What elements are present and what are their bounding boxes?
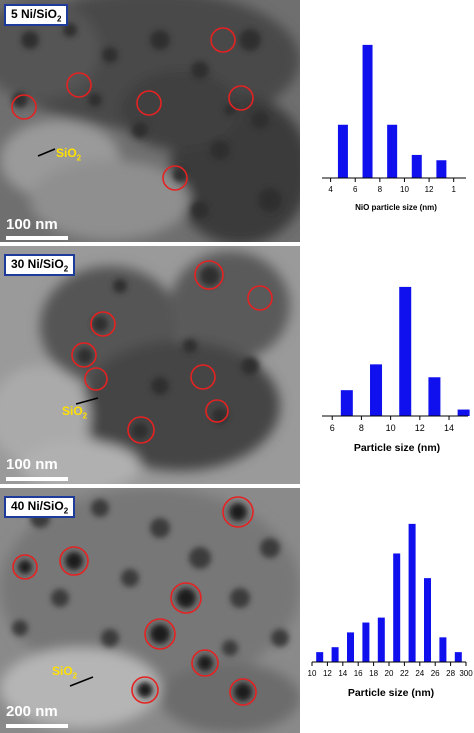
histogram-bar xyxy=(439,637,447,662)
tem-panel-30ni: 30 Ni/SiO2 SiO2 100 nm xyxy=(0,246,300,484)
histogram-bar xyxy=(436,160,447,178)
histogram-bar xyxy=(370,364,383,416)
x-tick-label: 6 xyxy=(353,185,358,194)
histogram-bar xyxy=(337,124,348,178)
histogram-bar xyxy=(408,523,416,662)
histogram-bar xyxy=(340,390,353,416)
tem-panel-5ni: 5 Ni/SiO2 SiO2 100 nm xyxy=(0,0,300,242)
scale-bar xyxy=(6,236,68,240)
arrow-icon xyxy=(69,676,94,687)
histogram-bar xyxy=(331,647,339,662)
histogram-40ni-svg: 10 12 14 16 18 20 22 24 26 28 300 Particle size (nm… xyxy=(308,523,473,699)
histogram-5ni-svg: 4 6 8 10 12 1 NiO particle size (nm) xyxy=(322,44,466,212)
histogram-40ni: 10 12 14 16 18 20 22 24 26 28 300 Particle size (nm… xyxy=(300,508,474,708)
scale-bar xyxy=(6,477,68,481)
scale-label: 100 nm xyxy=(6,216,58,233)
histogram-30ni-svg: 6 8 10 12 14 Particle size (nm) xyxy=(322,286,470,454)
x-axis-label: Particle size (nm) xyxy=(354,442,440,454)
histogram-5ni: 4 6 8 10 12 1 NiO particle size (nm) xyxy=(300,30,474,220)
histogram-bar xyxy=(454,652,462,662)
sample-label: 30 Ni/SiO2 xyxy=(4,254,76,277)
tem-panel-40ni: 40 Ni/SiO2 SiO2 200 nm xyxy=(0,488,300,733)
x-tick-label: 18 xyxy=(369,669,378,678)
histogram-bar xyxy=(411,154,422,178)
arrow-icon xyxy=(37,148,56,157)
tem-image-30ni xyxy=(0,246,300,484)
x-tick-label: 8 xyxy=(359,423,364,433)
x-tick-label: 12 xyxy=(425,185,434,194)
x-tick-label: 300 xyxy=(459,669,473,678)
x-tick-label: 26 xyxy=(431,669,440,678)
scale-bar xyxy=(6,724,68,728)
histogram-bar xyxy=(428,377,441,416)
sample-label: 40 Ni/SiO2 xyxy=(4,496,76,519)
histogram-bar xyxy=(424,578,431,662)
histogram-bar xyxy=(457,409,470,416)
sio2-annotation: SiO2 xyxy=(62,404,88,421)
x-tick-label: 10 xyxy=(386,423,396,433)
histogram-bar xyxy=(387,124,398,178)
x-tick-label: 1 xyxy=(451,185,456,194)
histogram-30ni: 6 8 10 12 14 Particle size (nm) xyxy=(300,268,474,468)
sio2-annotation: SiO2 xyxy=(56,146,82,163)
x-tick-label: 6 xyxy=(330,423,335,433)
sio2-annotation: SiO2 xyxy=(52,664,78,681)
histogram-bar xyxy=(399,286,412,416)
histogram-bar xyxy=(362,44,373,178)
x-tick-label: 12 xyxy=(323,669,332,678)
histogram-bar xyxy=(393,553,401,662)
histogram-bar xyxy=(316,652,324,662)
x-tick-label: 20 xyxy=(385,669,394,678)
x-axis-label: NiO particle size (nm) xyxy=(355,203,437,212)
tem-image-40ni xyxy=(0,488,300,733)
x-tick-label: 12 xyxy=(415,423,425,433)
tem-image-5ni xyxy=(0,0,300,242)
arrow-icon xyxy=(75,397,99,405)
x-tick-label: 8 xyxy=(378,185,383,194)
x-tick-label: 4 xyxy=(328,185,333,194)
x-tick-label: 28 xyxy=(446,669,455,678)
x-axis-label: Particle size (nm) xyxy=(348,687,434,699)
particle-circles xyxy=(11,27,254,191)
histogram-bar xyxy=(377,617,385,662)
x-tick-label: 22 xyxy=(400,669,409,678)
x-tick-label: 10 xyxy=(400,185,409,194)
x-tick-label: 14 xyxy=(338,669,347,678)
x-tick-label: 24 xyxy=(415,669,424,678)
scale-label: 100 nm xyxy=(6,456,58,473)
x-tick-label: 16 xyxy=(354,669,363,678)
particle-circles xyxy=(71,260,273,444)
x-tick-label: 10 xyxy=(308,669,317,678)
sample-label: 5 Ni/SiO2 xyxy=(4,4,69,27)
histogram-bar xyxy=(347,632,354,662)
particle-circles xyxy=(12,496,257,706)
scale-label: 200 nm xyxy=(6,703,58,720)
histogram-bar xyxy=(362,622,370,662)
x-tick-label: 14 xyxy=(444,423,454,433)
